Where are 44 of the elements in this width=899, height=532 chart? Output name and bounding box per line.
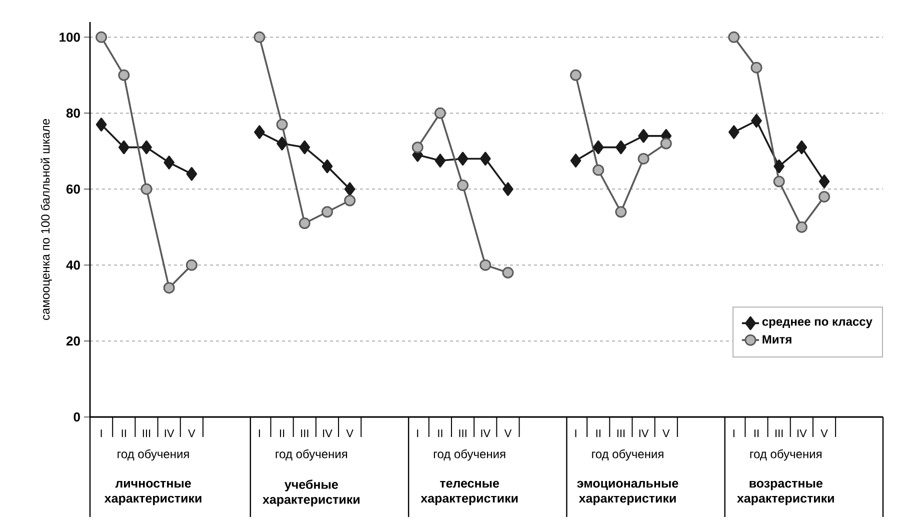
- legend-label: Митя: [762, 335, 792, 344]
- x-tick-label: IV: [323, 430, 332, 438]
- legend-label: среднее по классу: [762, 319, 872, 328]
- x-tick-label: V: [662, 430, 670, 438]
- x-tick-label: I: [258, 430, 260, 438]
- x-tick-label: I: [575, 430, 576, 438]
- x-tick-label: V: [346, 430, 354, 438]
- text: год обучения: [276, 449, 348, 461]
- x-tick-label: I: [100, 430, 102, 438]
- y-axis-title: самооценка по 100 балльной шкале: [40, 119, 52, 320]
- x-tick-label: V: [820, 430, 828, 438]
- y-tick-label: 100: [60, 32, 80, 42]
- x-tick-label: I: [417, 430, 418, 438]
- y-tick-label: 40: [66, 260, 80, 270]
- y-tick-label: 60: [66, 184, 80, 194]
- x-tick-label: IV: [639, 430, 649, 438]
- text: телесные характеристики: [420, 480, 518, 506]
- x-tick-label: IV: [164, 430, 174, 438]
- x-tick-label: IV: [481, 430, 491, 438]
- x-tick-label: III: [301, 430, 308, 438]
- y-tick-label: 80: [66, 108, 80, 118]
- x-tick-label: V: [188, 430, 196, 438]
- x-tick-label: II: [754, 430, 759, 438]
- x-tick-label: III: [459, 430, 466, 438]
- x-tick-label: II: [438, 430, 442, 438]
- x-tick-label: IV: [797, 430, 807, 438]
- x-tick-label: I: [733, 430, 734, 438]
- x-tick-label: II: [280, 430, 284, 438]
- text: год обучения: [750, 449, 822, 461]
- x-tick-label: II: [596, 430, 600, 438]
- x-tick-label: III: [617, 430, 624, 438]
- y-tick-label: 0: [74, 412, 80, 422]
- text: учебные характеристики: [262, 480, 360, 506]
- x-tick-label: III: [142, 430, 150, 438]
- x-tick-label: V: [504, 430, 512, 438]
- text: год обучения: [434, 449, 506, 461]
- x-tick-label: III: [776, 430, 783, 438]
- x-tick-label: II: [122, 430, 126, 438]
- text: год обучения: [592, 449, 664, 461]
- text: эмоциональные характеристики: [577, 480, 678, 506]
- text: возрастные характеристики: [737, 480, 834, 506]
- y-tick-label: 20: [66, 336, 80, 346]
- text: личностные характеристики: [104, 480, 202, 506]
- text: год обучения: [118, 449, 189, 461]
